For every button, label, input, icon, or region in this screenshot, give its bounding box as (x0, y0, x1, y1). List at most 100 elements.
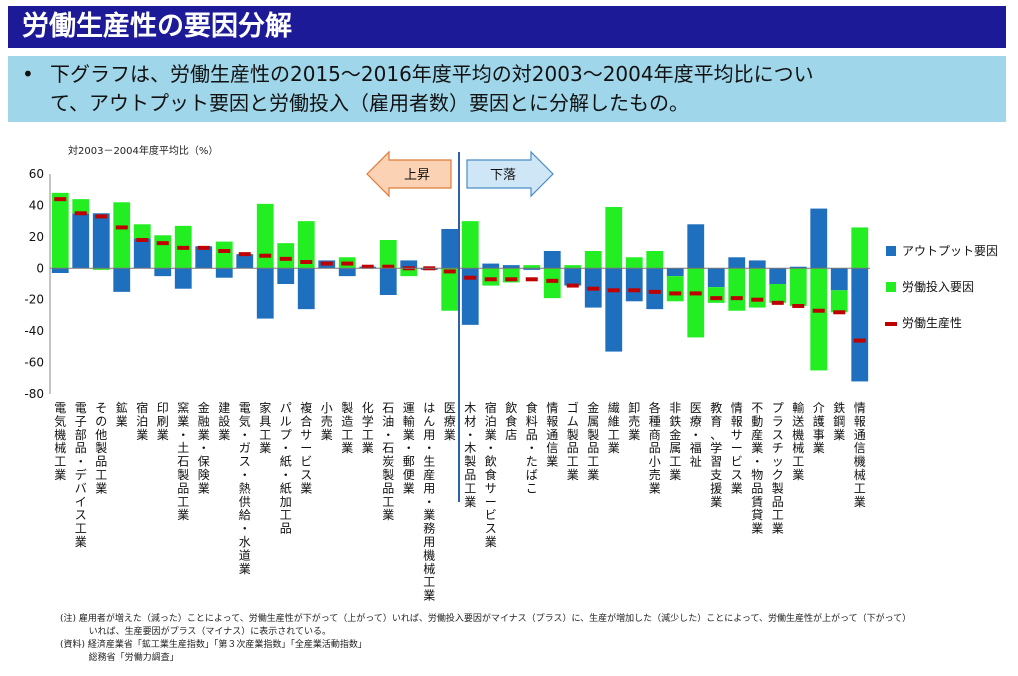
productivity-marker (587, 286, 600, 291)
category-label: 宿泊業 (136, 400, 148, 442)
productivity-decomposition-chart: 対2003－2004年度平均比（%） 60 40 20 0 -20 -40 -60 -80 上昇 下… (24, 144, 998, 603)
category-label: はん用・生産用・業務用機械工業 (423, 401, 435, 603)
labor-bar (51, 192, 69, 269)
productivity-marker (54, 197, 67, 202)
productivity-marker (853, 338, 866, 343)
legend-productivity-swatch (885, 322, 897, 326)
category-label: 卸売業 (628, 400, 640, 442)
legend-labor-swatch (886, 282, 896, 292)
category-label: 介護事業 (813, 401, 825, 455)
labor-bar (646, 251, 664, 269)
note-line-2: いれば、生産要因がプラス（マイナス）に表示されている。 (60, 627, 331, 637)
labor-bar (584, 251, 602, 269)
category-label: 石油・石炭製品工業 (382, 401, 394, 522)
productivity-marker (607, 288, 620, 293)
fall-arrow (466, 150, 554, 198)
output-bar (605, 268, 623, 352)
category-label: 非鉄金属工業 (669, 401, 681, 482)
y-tick-label: 20 (29, 230, 44, 244)
output-bar (92, 213, 110, 269)
output-bar (256, 268, 274, 319)
fall-arrow-label: 下落 (490, 168, 516, 183)
category-label: 食料品・たばこ (526, 400, 538, 495)
y-tick-label: 60 (29, 167, 44, 181)
productivity-marker (279, 256, 292, 261)
page-title: 労働生産性の要因分解 (8, 6, 1006, 48)
labor-bar (482, 268, 500, 286)
output-bar (789, 266, 807, 269)
labor-bar (461, 221, 479, 269)
output-bar (51, 268, 69, 273)
labor-bar (605, 207, 623, 269)
category-label: ゴム製品工業 (567, 400, 579, 482)
category-label: 医療・福祉 (690, 401, 702, 469)
description-line-2: て、アウトプット要因と労働投入（雇用者数）要因とに分解したもの。 (50, 91, 689, 115)
rise-arrow-label: 上昇 (404, 168, 430, 183)
productivity-marker (320, 261, 333, 266)
productivity-marker (464, 275, 477, 280)
productivity-marker (95, 214, 108, 219)
labor-bar (441, 268, 459, 311)
category-label: 木材・木製品工業 (464, 401, 476, 509)
output-bar (215, 268, 233, 278)
labor-bar (256, 203, 274, 269)
y-tick-label: -80 (24, 387, 44, 401)
output-bar (502, 265, 520, 269)
productivity-marker (341, 261, 354, 266)
category-label: 窯業・土石製品工業 (177, 400, 189, 522)
output-bar (133, 238, 151, 269)
output-bar (297, 268, 315, 310)
category-label: 電子部品・デバイス工業 (75, 401, 87, 549)
output-bar (728, 257, 746, 269)
legend-productivity-label: 労働生産性 (902, 315, 962, 330)
category-label: 鉱業 (116, 400, 128, 428)
rise-arrow (366, 150, 452, 198)
output-bar (441, 229, 459, 269)
productivity-marker (361, 264, 374, 269)
output-bar (174, 268, 192, 289)
output-bar (810, 208, 828, 269)
productivity-marker (812, 308, 825, 313)
labor-bar (625, 257, 643, 269)
description-line-1: 下グラフは、労働生産性の2015～2016年度平均の対2003～2004年度平均… (50, 62, 814, 86)
labor-bar (113, 202, 131, 269)
output-bar (523, 268, 541, 270)
y-tick-label: 0 (36, 261, 44, 275)
bullet-icon: • (22, 62, 34, 86)
productivity-marker (771, 300, 784, 305)
labor-bar (564, 265, 582, 269)
productivity-marker (238, 252, 251, 257)
labor-bar (728, 268, 746, 311)
output-bar (830, 268, 848, 291)
output-bar (236, 254, 254, 269)
productivity-marker (197, 245, 210, 250)
output-bar (195, 246, 213, 269)
category-label: 宿泊業・飲食サービス業 (485, 400, 497, 549)
output-bar (154, 268, 172, 277)
labor-bar (277, 243, 295, 269)
y-tick-label: -60 (24, 356, 44, 370)
output-bar (72, 213, 90, 269)
output-bar (666, 268, 684, 277)
productivity-marker (669, 291, 682, 296)
productivity-marker (751, 297, 764, 302)
source-line-2: 総務省「労働力調査」 (60, 653, 179, 663)
labor-bar (379, 240, 397, 269)
output-bar (543, 251, 561, 269)
productivity-marker (689, 291, 702, 296)
legend-output-label: アウトプット要因 (902, 244, 998, 258)
output-bar (379, 268, 397, 295)
note-line-1: (注) 雇用者が増えた（減った）ことによって、労働生産性が下がって（上がって）い… (60, 614, 912, 624)
labor-bar (92, 268, 110, 270)
category-label: その他製品工業 (95, 401, 107, 495)
labor-bar (707, 287, 725, 303)
category-label: 金属製品工業 (587, 400, 599, 482)
y-tick-label: 40 (29, 198, 44, 212)
output-bar (113, 268, 131, 292)
category-label: 建設業 (218, 401, 230, 442)
productivity-marker (648, 289, 661, 294)
productivity-marker (525, 277, 538, 282)
output-bar (646, 268, 664, 310)
output-bar (707, 268, 725, 288)
productivity-marker (300, 260, 313, 264)
